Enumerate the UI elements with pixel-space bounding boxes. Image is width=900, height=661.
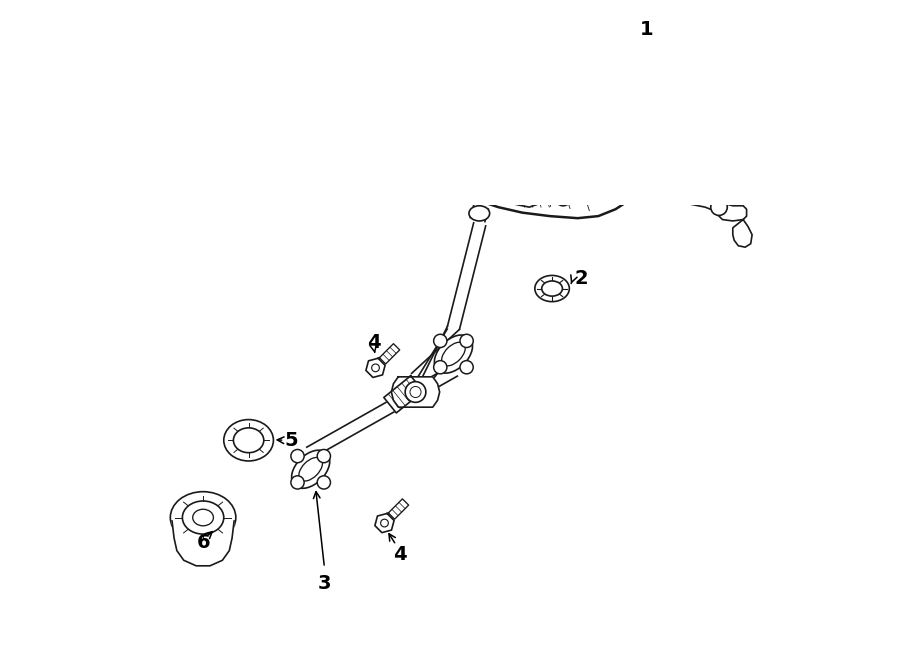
Ellipse shape (542, 281, 562, 296)
Ellipse shape (292, 450, 329, 488)
Ellipse shape (233, 428, 264, 453)
Circle shape (372, 364, 380, 371)
Circle shape (317, 476, 330, 489)
Ellipse shape (170, 492, 236, 543)
Ellipse shape (435, 335, 472, 373)
Polygon shape (516, 184, 546, 207)
Text: 4: 4 (367, 333, 381, 352)
Ellipse shape (662, 86, 680, 98)
Circle shape (573, 186, 586, 198)
Circle shape (434, 334, 447, 348)
Ellipse shape (469, 206, 490, 221)
Text: 6: 6 (196, 533, 210, 552)
Polygon shape (392, 377, 440, 407)
Polygon shape (366, 358, 385, 377)
Circle shape (711, 199, 727, 215)
Text: 1: 1 (640, 20, 653, 40)
Polygon shape (172, 521, 234, 566)
Circle shape (405, 381, 426, 403)
Circle shape (291, 449, 304, 463)
Circle shape (410, 387, 421, 397)
Circle shape (460, 361, 473, 374)
Text: 5: 5 (284, 431, 298, 449)
Circle shape (381, 519, 388, 527)
Circle shape (317, 449, 330, 463)
Ellipse shape (193, 509, 213, 525)
Circle shape (554, 189, 572, 206)
Ellipse shape (442, 342, 465, 366)
Polygon shape (375, 514, 394, 533)
Polygon shape (634, 165, 747, 221)
Ellipse shape (224, 420, 274, 461)
Circle shape (621, 97, 634, 110)
Circle shape (434, 361, 447, 374)
Polygon shape (383, 376, 423, 413)
Ellipse shape (535, 276, 570, 301)
Polygon shape (733, 219, 752, 247)
Ellipse shape (299, 457, 322, 481)
Text: 4: 4 (393, 545, 407, 564)
Ellipse shape (183, 501, 224, 534)
Circle shape (489, 132, 502, 145)
Polygon shape (389, 499, 409, 519)
Polygon shape (380, 344, 400, 364)
Text: 2: 2 (574, 268, 588, 288)
Circle shape (460, 334, 473, 348)
Circle shape (291, 476, 304, 489)
Polygon shape (484, 90, 650, 149)
Text: 3: 3 (318, 574, 331, 594)
Ellipse shape (776, 30, 794, 44)
